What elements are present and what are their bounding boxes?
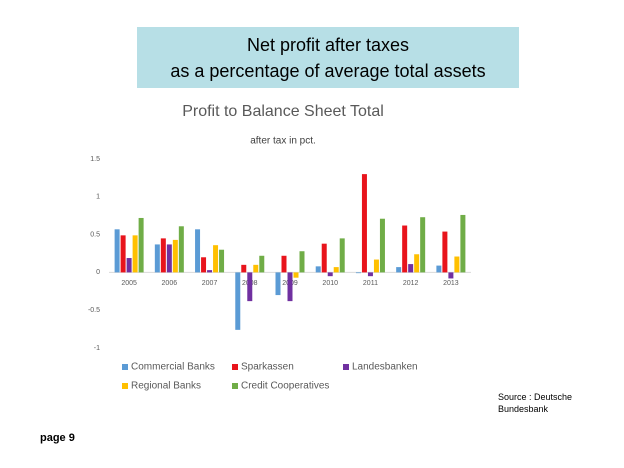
bar (160, 238, 166, 273)
bar (154, 244, 160, 273)
bar (114, 229, 120, 273)
legend-label: Landesbanken (352, 362, 418, 373)
bar (275, 272, 281, 296)
bar (436, 265, 442, 273)
header-line: Net profit after taxes (247, 35, 409, 55)
legend-label: Credit Cooperatives (241, 381, 329, 392)
chart-subtitle: after tax in pct. (250, 136, 316, 147)
bar (213, 245, 219, 273)
x-tick-label: 2006 (162, 280, 178, 287)
bar (287, 272, 293, 302)
y-tick-label: 0.5 (90, 231, 100, 238)
bar (402, 225, 408, 273)
legend-label: Regional Banks (131, 381, 201, 392)
y-tick-label: 1 (96, 194, 100, 201)
bar (321, 243, 327, 273)
header-line: as a percentage of average total assets (170, 61, 485, 81)
source: Source : Deutsche Bundesbank (498, 392, 573, 414)
y-tick-label: 0 (96, 269, 100, 276)
x-tick-label: 2013 (443, 280, 459, 287)
bar (132, 235, 138, 273)
bar (299, 251, 305, 273)
bar (207, 270, 213, 273)
bar (361, 174, 367, 273)
legend-swatch (343, 364, 349, 370)
bar (420, 217, 426, 273)
legend-swatch (122, 383, 128, 389)
x-tick-label: 2010 (322, 280, 338, 287)
bar (247, 272, 253, 302)
bar (138, 217, 144, 273)
bar (241, 264, 247, 273)
bar (408, 264, 414, 273)
bar (126, 258, 132, 273)
bar (448, 272, 454, 279)
bar (293, 272, 299, 278)
bar (327, 272, 333, 277)
bar (201, 257, 207, 273)
x-tick-label: 2011 (363, 280, 378, 287)
bar (172, 239, 178, 273)
bar (315, 266, 321, 273)
legend-swatch (122, 364, 128, 370)
bar (259, 255, 265, 273)
chart-title: Profit to Balance Sheet Total (182, 103, 384, 120)
bar (166, 244, 172, 273)
bar (442, 231, 448, 273)
legend-swatch (232, 364, 238, 370)
bar (178, 226, 184, 273)
x-tick-label: 2005 (121, 280, 137, 287)
bar (333, 267, 339, 273)
page-number: page 9 (40, 432, 75, 444)
legend-swatch (232, 383, 238, 389)
y-tick-label: 1.5 (90, 156, 100, 163)
x-tick-label: 2007 (202, 280, 218, 287)
bar (367, 272, 373, 277)
bar (414, 254, 420, 273)
bar (195, 229, 201, 273)
bar (396, 267, 402, 273)
bar (253, 264, 259, 273)
bar (281, 255, 287, 273)
y-tick-label: -1 (94, 345, 100, 352)
bar (460, 214, 466, 273)
bar (339, 238, 345, 273)
x-tick-label: 2012 (403, 280, 419, 287)
bar (120, 235, 126, 273)
bar (235, 272, 241, 330)
legend-label: Sparkassen (241, 362, 294, 373)
y-tick-label: -0.5 (88, 307, 100, 314)
bar (373, 259, 379, 273)
bar (379, 218, 385, 273)
bar (355, 272, 361, 274)
bar (219, 249, 225, 273)
bar (454, 256, 460, 273)
legend-label: Commercial Banks (131, 362, 215, 373)
header-box (137, 27, 519, 88)
